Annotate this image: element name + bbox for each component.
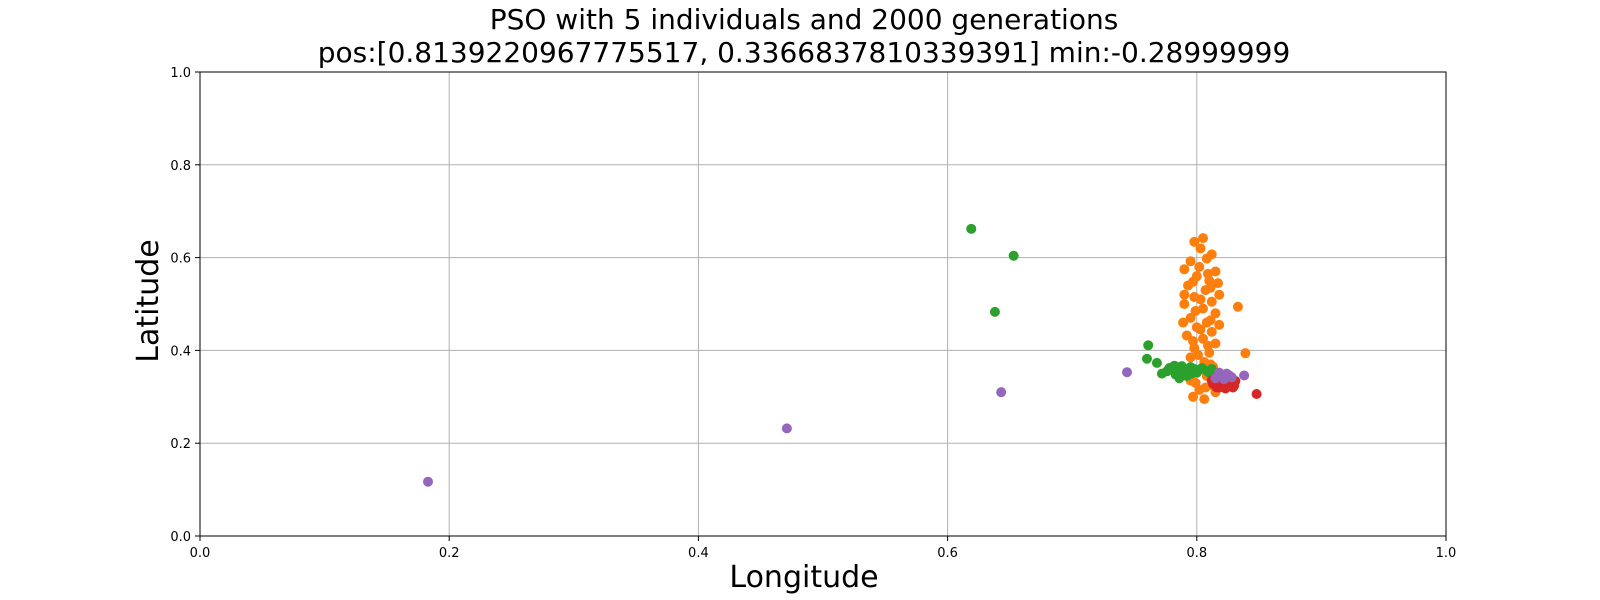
data-point xyxy=(1190,305,1201,316)
data-point xyxy=(1205,315,1216,326)
data-point xyxy=(1189,236,1200,247)
data-point xyxy=(1143,340,1154,351)
data-point xyxy=(781,423,792,434)
plot-frame xyxy=(199,71,1447,537)
data-point xyxy=(1174,373,1185,384)
data-point xyxy=(1239,370,1250,381)
data-point xyxy=(1199,394,1210,405)
data-point xyxy=(1195,294,1206,305)
chart-title: PSO with 5 individuals and 2000 generati… xyxy=(490,3,1119,36)
data-point xyxy=(1227,382,1238,393)
data-point xyxy=(1178,317,1189,328)
data-point xyxy=(1179,264,1190,275)
data-point xyxy=(1240,348,1251,359)
data-point xyxy=(1185,312,1196,323)
data-points xyxy=(423,223,1262,487)
data-point xyxy=(1212,278,1223,289)
data-point xyxy=(996,387,1007,398)
data-point xyxy=(1210,308,1221,319)
data-point xyxy=(1232,301,1243,312)
y-tick-label: 0.4 xyxy=(170,344,191,359)
y-tick-label: 0.2 xyxy=(170,437,191,452)
data-point xyxy=(1193,350,1204,361)
data-point xyxy=(1179,299,1190,309)
x-tick-label: 0.2 xyxy=(439,546,460,561)
data-point xyxy=(1224,370,1235,381)
y-tick-label: 0.6 xyxy=(170,252,191,267)
x-tick-label: 0.8 xyxy=(1186,546,1207,561)
y-tick-label: 0.0 xyxy=(170,530,191,545)
data-point xyxy=(1151,357,1162,368)
data-point xyxy=(1198,233,1209,244)
series-3 xyxy=(966,223,1217,384)
data-point xyxy=(1251,389,1262,400)
data-point xyxy=(1188,276,1199,287)
data-point xyxy=(1203,340,1214,351)
y-tick-label: 1.0 xyxy=(170,66,191,81)
data-point xyxy=(1141,353,1152,364)
data-point xyxy=(1198,333,1209,344)
data-point xyxy=(1186,368,1197,379)
data-point xyxy=(1206,296,1217,307)
data-point xyxy=(423,476,434,487)
data-point xyxy=(1122,367,1133,378)
data-point xyxy=(1214,289,1225,300)
y-axis-label: Latitude xyxy=(131,239,166,362)
x-axis-ticks: 0.0 0.2 0.4 0.6 0.8 1.0 xyxy=(190,536,1457,561)
data-point xyxy=(1214,319,1225,330)
data-point xyxy=(1190,377,1201,388)
data-point xyxy=(1220,383,1231,394)
grid xyxy=(199,71,1447,537)
data-point xyxy=(1203,268,1214,279)
y-tick-label: 0.8 xyxy=(170,159,191,174)
data-point xyxy=(1185,256,1196,267)
data-point xyxy=(966,223,977,234)
data-point xyxy=(1201,253,1212,264)
data-point xyxy=(989,306,1000,317)
x-axis-label: Longitude xyxy=(729,560,878,595)
data-point xyxy=(1195,243,1206,254)
x-tick-label: 1.0 xyxy=(1436,546,1457,561)
series-5 xyxy=(423,367,1250,487)
data-point xyxy=(1206,326,1217,337)
chart-subtitle: pos:[0.8139220967775517, 0.3366837810339… xyxy=(318,36,1291,69)
data-point xyxy=(1188,391,1199,402)
data-point xyxy=(1194,261,1205,272)
data-point xyxy=(1188,336,1199,347)
series-2 xyxy=(1178,233,1251,405)
x-tick-label: 0.4 xyxy=(688,546,709,561)
x-tick-label: 0.6 xyxy=(937,546,958,561)
data-point xyxy=(1205,282,1216,293)
x-tick-label: 0.0 xyxy=(190,546,211,561)
data-point xyxy=(1008,250,1019,261)
data-point xyxy=(1200,382,1211,393)
data-point xyxy=(1161,366,1172,377)
y-axis-ticks: 0.0 0.2 0.4 0.6 0.8 1.0 xyxy=(170,66,200,545)
data-point xyxy=(1194,364,1205,375)
data-point xyxy=(1195,324,1206,335)
data-point xyxy=(1179,289,1190,300)
